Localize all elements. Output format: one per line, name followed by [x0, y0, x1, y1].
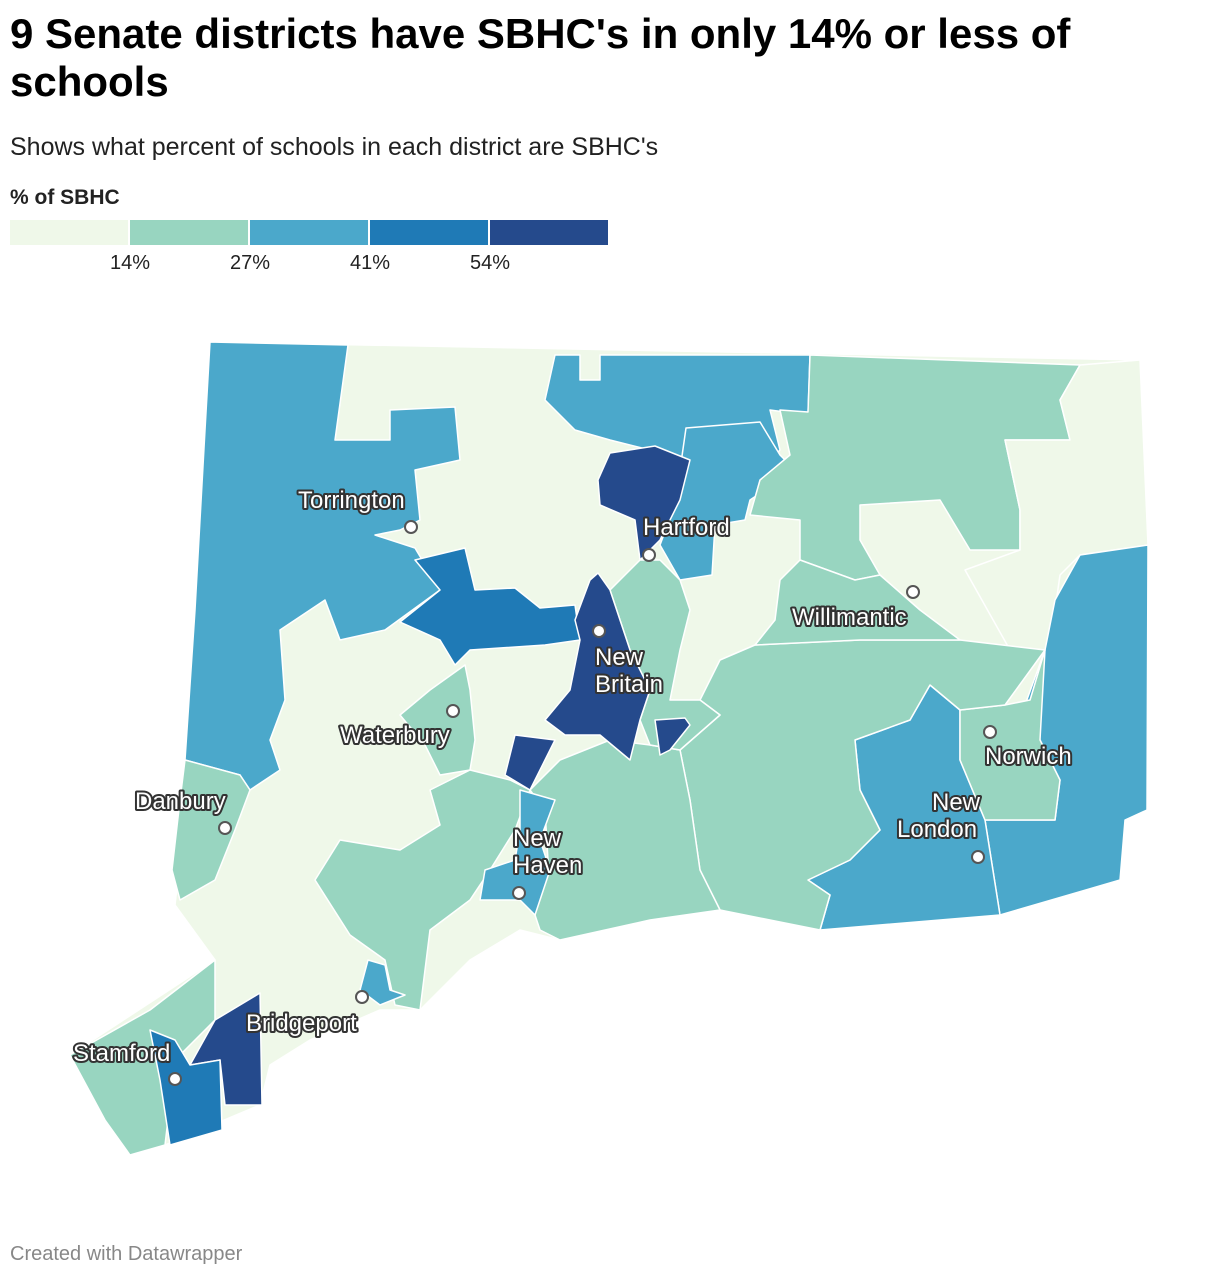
district-region[interactable]: [659, 421, 796, 581]
city-label-torrington: Torrington: [298, 487, 405, 514]
city-label-new-haven-2: Haven: [513, 852, 582, 879]
city-marker[interactable]: [404, 520, 418, 534]
city-marker[interactable]: [983, 725, 997, 739]
district-region[interactable]: [959, 649, 1061, 821]
legend-swatch-3: [250, 220, 370, 245]
legend-tick-14: 14%: [109, 252, 151, 274]
city-marker[interactable]: [218, 821, 232, 835]
city-markers: Torrington Hartford Willimantic New Brit…: [71, 485, 1074, 1086]
legend-swatch-4: [370, 220, 490, 245]
city-marker[interactable]: [971, 850, 985, 864]
district-region[interactable]: [359, 959, 406, 1006]
legend-tick-27: 27%: [229, 252, 271, 274]
district-region[interactable]: [504, 734, 556, 791]
city-marker[interactable]: [592, 624, 606, 638]
city-marker[interactable]: [446, 704, 460, 718]
chart-title: 9 Senate districts have SBHC's in only 1…: [10, 10, 1071, 105]
footer-credit: Created with Datawrapper: [10, 1243, 243, 1265]
city-label-new-london-1: New: [932, 789, 981, 816]
city-marker[interactable]: [355, 990, 369, 1004]
city-marker[interactable]: [642, 548, 656, 562]
city-label-willimantic: Willimantic: [792, 604, 907, 631]
city-label-bridgeport: Bridgeport: [246, 1010, 357, 1037]
legend-swatch-1: [10, 220, 130, 245]
city-label-danbury: Danbury: [135, 788, 226, 815]
legend-title: % of SBHC: [10, 186, 120, 209]
district-region[interactable]: [399, 547, 581, 666]
legend-swatch-5: [490, 220, 608, 245]
district-region[interactable]: [754, 559, 961, 646]
legend-tick-54: 54%: [469, 252, 511, 274]
city-marker[interactable]: [906, 585, 920, 599]
city-label-norwich: Norwich: [985, 743, 1072, 770]
city-label-new-britain-2: Britain: [595, 671, 663, 698]
district-region[interactable]: [149, 1029, 223, 1146]
district-region[interactable]: [544, 572, 651, 761]
district-region[interactable]: [654, 717, 691, 756]
legend-tick-41: 41%: [349, 252, 391, 274]
city-marker[interactable]: [512, 886, 526, 900]
chart-subtitle: Shows what percent of schools in each di…: [10, 133, 659, 161]
city-label-new-london-2: London: [897, 816, 977, 843]
color-legend: [10, 220, 608, 245]
district-region[interactable]: [479, 789, 556, 916]
city-label-new-britain-1: New: [595, 644, 644, 671]
legend-swatch-2: [130, 220, 250, 245]
city-label-hartford: Hartford: [643, 514, 730, 541]
city-label-stamford: Stamford: [73, 1040, 170, 1067]
city-marker[interactable]: [168, 1072, 182, 1086]
city-label-new-haven-1: New: [513, 825, 562, 852]
district-region[interactable]: [171, 759, 251, 901]
city-label-waterbury: Waterbury: [340, 722, 450, 749]
connecticut-map: Torrington Hartford Willimantic New Brit…: [69, 341, 1149, 1156]
